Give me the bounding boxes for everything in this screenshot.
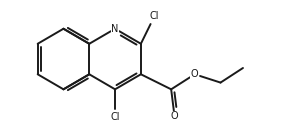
Text: O: O — [191, 69, 199, 79]
Text: N: N — [111, 24, 119, 34]
Text: Cl: Cl — [150, 11, 159, 21]
Text: O: O — [171, 111, 178, 121]
Text: Cl: Cl — [110, 112, 120, 122]
